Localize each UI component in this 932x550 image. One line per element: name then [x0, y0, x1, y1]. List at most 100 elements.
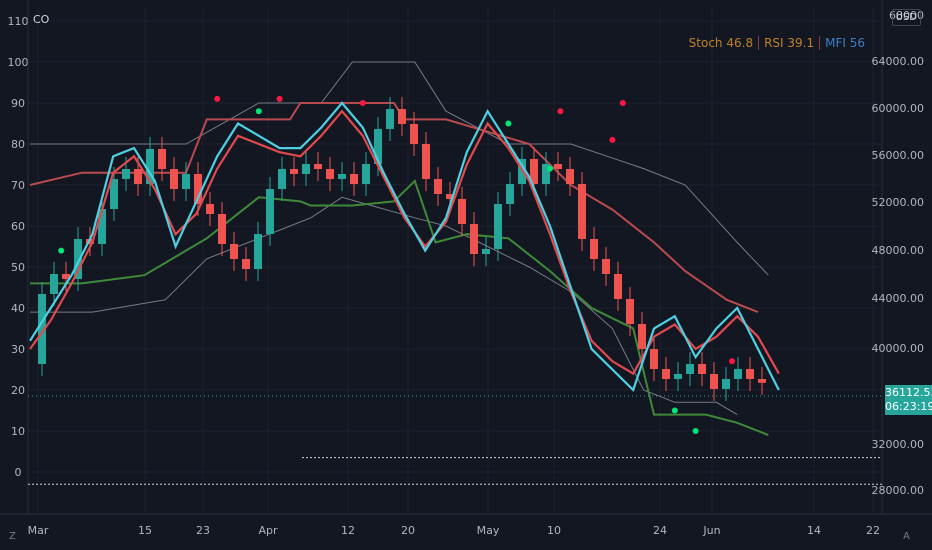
gray-upper-band	[30, 61, 769, 276]
left-tick-label: 60	[11, 220, 25, 233]
axis-z-button[interactable]: Z	[9, 531, 16, 542]
x-tick-label: 23	[196, 524, 210, 537]
candle-body	[482, 249, 490, 254]
candle-body	[698, 364, 706, 374]
right-tick-label: 32000.00	[872, 438, 925, 451]
candle-body	[314, 164, 322, 169]
gray-lower-band	[30, 196, 738, 416]
x-tick-label: Apr	[258, 524, 278, 537]
left-tick-label: 50	[11, 261, 25, 274]
buy-signal-dot	[547, 165, 553, 172]
candle-body	[506, 184, 514, 204]
candle-body	[62, 274, 70, 279]
candle-body	[242, 259, 250, 269]
symbol-label: CO	[33, 13, 50, 26]
right-tick-label: 68000	[889, 9, 924, 22]
sell-signal-dot	[619, 100, 626, 106]
candle-body	[602, 259, 610, 274]
candle-body	[434, 179, 442, 194]
sell-signal-dot	[729, 358, 735, 365]
right-tick-label: 28000.00	[872, 484, 925, 497]
candle-body	[650, 349, 658, 369]
candle-body	[38, 294, 46, 364]
x-tick-label: 20	[401, 524, 415, 537]
candle-body	[218, 214, 226, 244]
candle-body	[122, 169, 130, 179]
candle-body	[290, 169, 298, 174]
candle-body	[626, 299, 634, 324]
candle-body	[686, 364, 694, 374]
candle-body	[422, 144, 430, 179]
sell-signal-dot	[276, 95, 283, 102]
left-tick-label: 80	[11, 138, 25, 151]
left-tick-label: 110	[8, 15, 29, 28]
x-tick-label: Mar	[28, 524, 49, 537]
candle-body	[446, 194, 454, 199]
left-tick-label: 90	[11, 97, 25, 110]
sell-signal-dot	[609, 136, 616, 143]
candle-body	[722, 379, 730, 389]
candle-body	[398, 109, 406, 124]
left-tick-label: 0	[15, 466, 22, 479]
right-tick-label: 44000.00	[872, 292, 925, 305]
right-tick-label: 64000.00	[872, 55, 925, 68]
left-tick-label: 70	[11, 179, 25, 192]
left-tick-label: 30	[11, 343, 25, 356]
right-tick-label: 52000.00	[872, 196, 925, 209]
x-tick-label: 10	[547, 524, 561, 537]
bar-countdown: 06:23:19	[885, 400, 932, 413]
candle-body	[386, 109, 394, 129]
currency-button[interactable]: USD	[891, 9, 921, 26]
candle-body	[614, 274, 622, 299]
candle-body	[470, 224, 478, 254]
candle-body	[494, 204, 502, 249]
buy-signal-dot	[671, 407, 678, 414]
x-tick-label: 22	[866, 524, 880, 537]
candle-body	[74, 239, 82, 279]
left-tick-label: 10	[11, 425, 25, 438]
candle-body	[302, 164, 310, 174]
legend-stoch: Stoch 46.8	[684, 36, 760, 50]
candle-body	[350, 174, 358, 184]
candle-body	[194, 174, 202, 204]
x-tick-label: Jun	[702, 524, 720, 537]
last-price: 36112.53	[885, 386, 932, 399]
candle-body	[338, 174, 346, 179]
left-tick-label: 40	[11, 302, 25, 315]
candle-body	[566, 169, 574, 184]
right-tick-label: 40000.00	[872, 342, 925, 355]
candle-body	[170, 169, 178, 189]
candle-body	[590, 239, 598, 259]
candle-body	[266, 189, 274, 234]
right-tick-label: 56000.00	[872, 149, 925, 162]
legend-mfi: MFI 56	[825, 36, 865, 50]
right-tick-label: 60000.00	[872, 102, 925, 115]
last-price-tag: 36112.53 06:23:19	[885, 385, 932, 415]
x-tick-label: May	[477, 524, 500, 537]
buy-signal-dot	[58, 247, 65, 254]
candle-body	[254, 234, 262, 269]
candle-body	[638, 324, 646, 349]
candle-body	[50, 274, 58, 294]
buy-signal-dot	[692, 428, 699, 434]
candle-body	[206, 204, 214, 214]
axis-auto-button[interactable]: A	[903, 531, 910, 542]
candle-body	[662, 369, 670, 379]
candle-body	[410, 124, 418, 144]
candle-body	[146, 149, 154, 184]
indicator-legend: Stoch 46.8 RSI 39.1 MFI 56	[684, 36, 870, 50]
candle-body	[326, 169, 334, 179]
candle-body	[578, 184, 586, 239]
candle-body	[278, 169, 286, 189]
x-tick-label: 15	[138, 524, 152, 537]
candle-body	[110, 179, 118, 209]
candle-body	[134, 169, 142, 184]
x-tick-label: 24	[653, 524, 667, 537]
candle-body	[530, 159, 538, 184]
buy-signal-dot	[505, 120, 512, 127]
candle-body	[86, 239, 94, 244]
sell-signal-dot	[557, 108, 564, 115]
candle-body	[458, 199, 466, 224]
candle-body	[182, 174, 190, 189]
